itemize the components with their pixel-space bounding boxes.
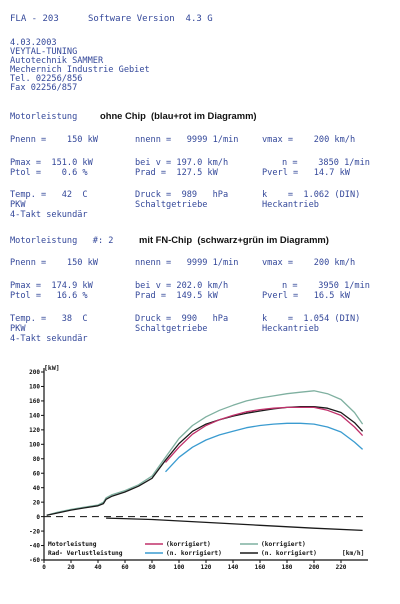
run1-note: ohne Chip (blau+rot im Diagramm) (100, 110, 257, 121)
run2-n: n = 3950 1/min (282, 281, 370, 291)
y-tick-label: 200 (29, 369, 40, 376)
series-line-black (46, 406, 364, 516)
run2-note: mit FN-Chip (schwarz+grün im Diagramm) (139, 234, 329, 245)
date: 4.03.2003 (10, 38, 57, 48)
series-line-green (46, 390, 364, 516)
y-tick-label: 160 (29, 398, 40, 405)
run1-temp: Temp. = 42 C (10, 190, 88, 200)
x-tick-label: 0 (42, 564, 46, 571)
legend-black-text: (n. korrigiert) (261, 549, 317, 557)
run2-ptol: Ptol = 16.6 % (10, 291, 88, 301)
y-tick-label: 120 (29, 427, 40, 434)
run2-getriebe: Schaltgetriebe (135, 324, 208, 334)
x-tick-label: 200 (309, 564, 320, 571)
run1-pverl: Pverl = 14.7 kW (262, 168, 350, 178)
run1-getriebe: Schaltgetriebe (135, 200, 208, 210)
x-tick-label: 120 (201, 564, 212, 571)
run2-nnenn: nnenn = 9999 1/min (135, 258, 239, 268)
y-tick-label: -60 (29, 557, 40, 564)
run1-pkw: PKW (10, 200, 26, 210)
run1-pnenn: Pnenn = 150 kW (10, 135, 98, 145)
run1-antrieb: Heckantrieb (262, 200, 319, 210)
run1-nnenn: nnenn = 9999 1/min (135, 135, 239, 145)
run1-ptol: Ptol = 0.6 % (10, 168, 88, 178)
run1-prad: Prad = 127.5 kW (135, 168, 218, 178)
x-tick-label: 80 (148, 564, 156, 571)
run1-k: k = 1.062 (DIN) (262, 190, 361, 200)
run2-prad: Prad = 149.5 kW (135, 291, 218, 301)
company-line2: Autotechnik SAMMER (10, 56, 104, 66)
legend-blue-text: (n. korrigiert) (166, 549, 222, 557)
y-tick-label: 180 (29, 384, 40, 391)
legend-row1-label: Motorleistung (48, 540, 97, 548)
run2-takt: 4-Takt sekundär (10, 334, 88, 344)
chart-legend: Motorleistung Rad- Verlustleistung (korr… (48, 540, 364, 557)
x-tick-label: 220 (336, 564, 347, 571)
x-unit-label: [km/h] (342, 550, 364, 557)
run2-antrieb: Heckantrieb (262, 324, 319, 334)
run2-beiv: bei v = 202.0 km/h (135, 281, 229, 291)
legend-row2-label: Rad- Verlustleistung (48, 549, 123, 557)
y-tick-label: 0 (36, 514, 40, 521)
y-tick-label: -20 (29, 528, 40, 535)
company-tel: Tel. 02256/856 (10, 74, 83, 84)
x-tick-label: 180 (282, 564, 293, 571)
run2-title: Motorleistung #: 2 (10, 236, 114, 246)
run1-takt: 4-Takt sekundär (10, 210, 88, 220)
run2-temp: Temp. = 38 C (10, 314, 88, 324)
run1-n: n = 3850 1/min (282, 158, 370, 168)
model-id: FLA - 203 (10, 14, 59, 24)
x-tick-label: 20 (67, 564, 75, 571)
run2-pverl: Pverl = 16.5 kW (262, 291, 350, 301)
x-tick-label: 40 (94, 564, 102, 571)
series-line-blue (165, 422, 364, 473)
y-tick-label: 80 (33, 456, 41, 463)
run2-k: k = 1.054 (DIN) (262, 314, 361, 324)
x-tick-label: 60 (121, 564, 129, 571)
company-line3: Mechernich Industrie Gebiet (10, 65, 150, 75)
run2-pkw: PKW (10, 324, 26, 334)
x-tick-label: 140 (228, 564, 239, 571)
run1-vmax: vmax = 200 km/h (262, 135, 356, 145)
run1-title: Motorleistung (10, 112, 78, 122)
software-version: Software Version 4.3 G (88, 14, 213, 24)
run1-beiv: bei v = 197.0 km/h (135, 158, 229, 168)
y-tick-label: 140 (29, 413, 40, 420)
run2-pnenn: Pnenn = 150 kW (10, 258, 98, 268)
run1-pmax: Pmax = 151.0 kW (10, 158, 93, 168)
x-tick-label: 100 (174, 564, 185, 571)
run2-druck: Druck = 990 hPa (135, 314, 229, 324)
run2-pmax: Pmax = 174.9 kW (10, 281, 93, 291)
legend-green-text: (korrigiert) (261, 540, 306, 548)
company-line1: VEYTAL-TUNING (10, 47, 78, 57)
y-tick-label: 40 (33, 485, 41, 492)
company-fax: Fax 02256/857 (10, 83, 78, 93)
legend-red-text: (korrigiert) (166, 540, 211, 548)
series-line-red (165, 406, 364, 463)
x-tick-label: 160 (255, 564, 266, 571)
run1-druck: Druck = 989 hPa (135, 190, 229, 200)
run2-vmax: vmax = 200 km/h (262, 258, 356, 268)
y-tick-label: 100 (29, 442, 40, 449)
y-tick-label: 20 (33, 499, 41, 506)
y-tick-label: -40 (29, 543, 40, 550)
series-line-loss (106, 517, 363, 532)
y-unit-label: [kW] (44, 364, 60, 372)
y-tick-label: 60 (33, 470, 41, 477)
